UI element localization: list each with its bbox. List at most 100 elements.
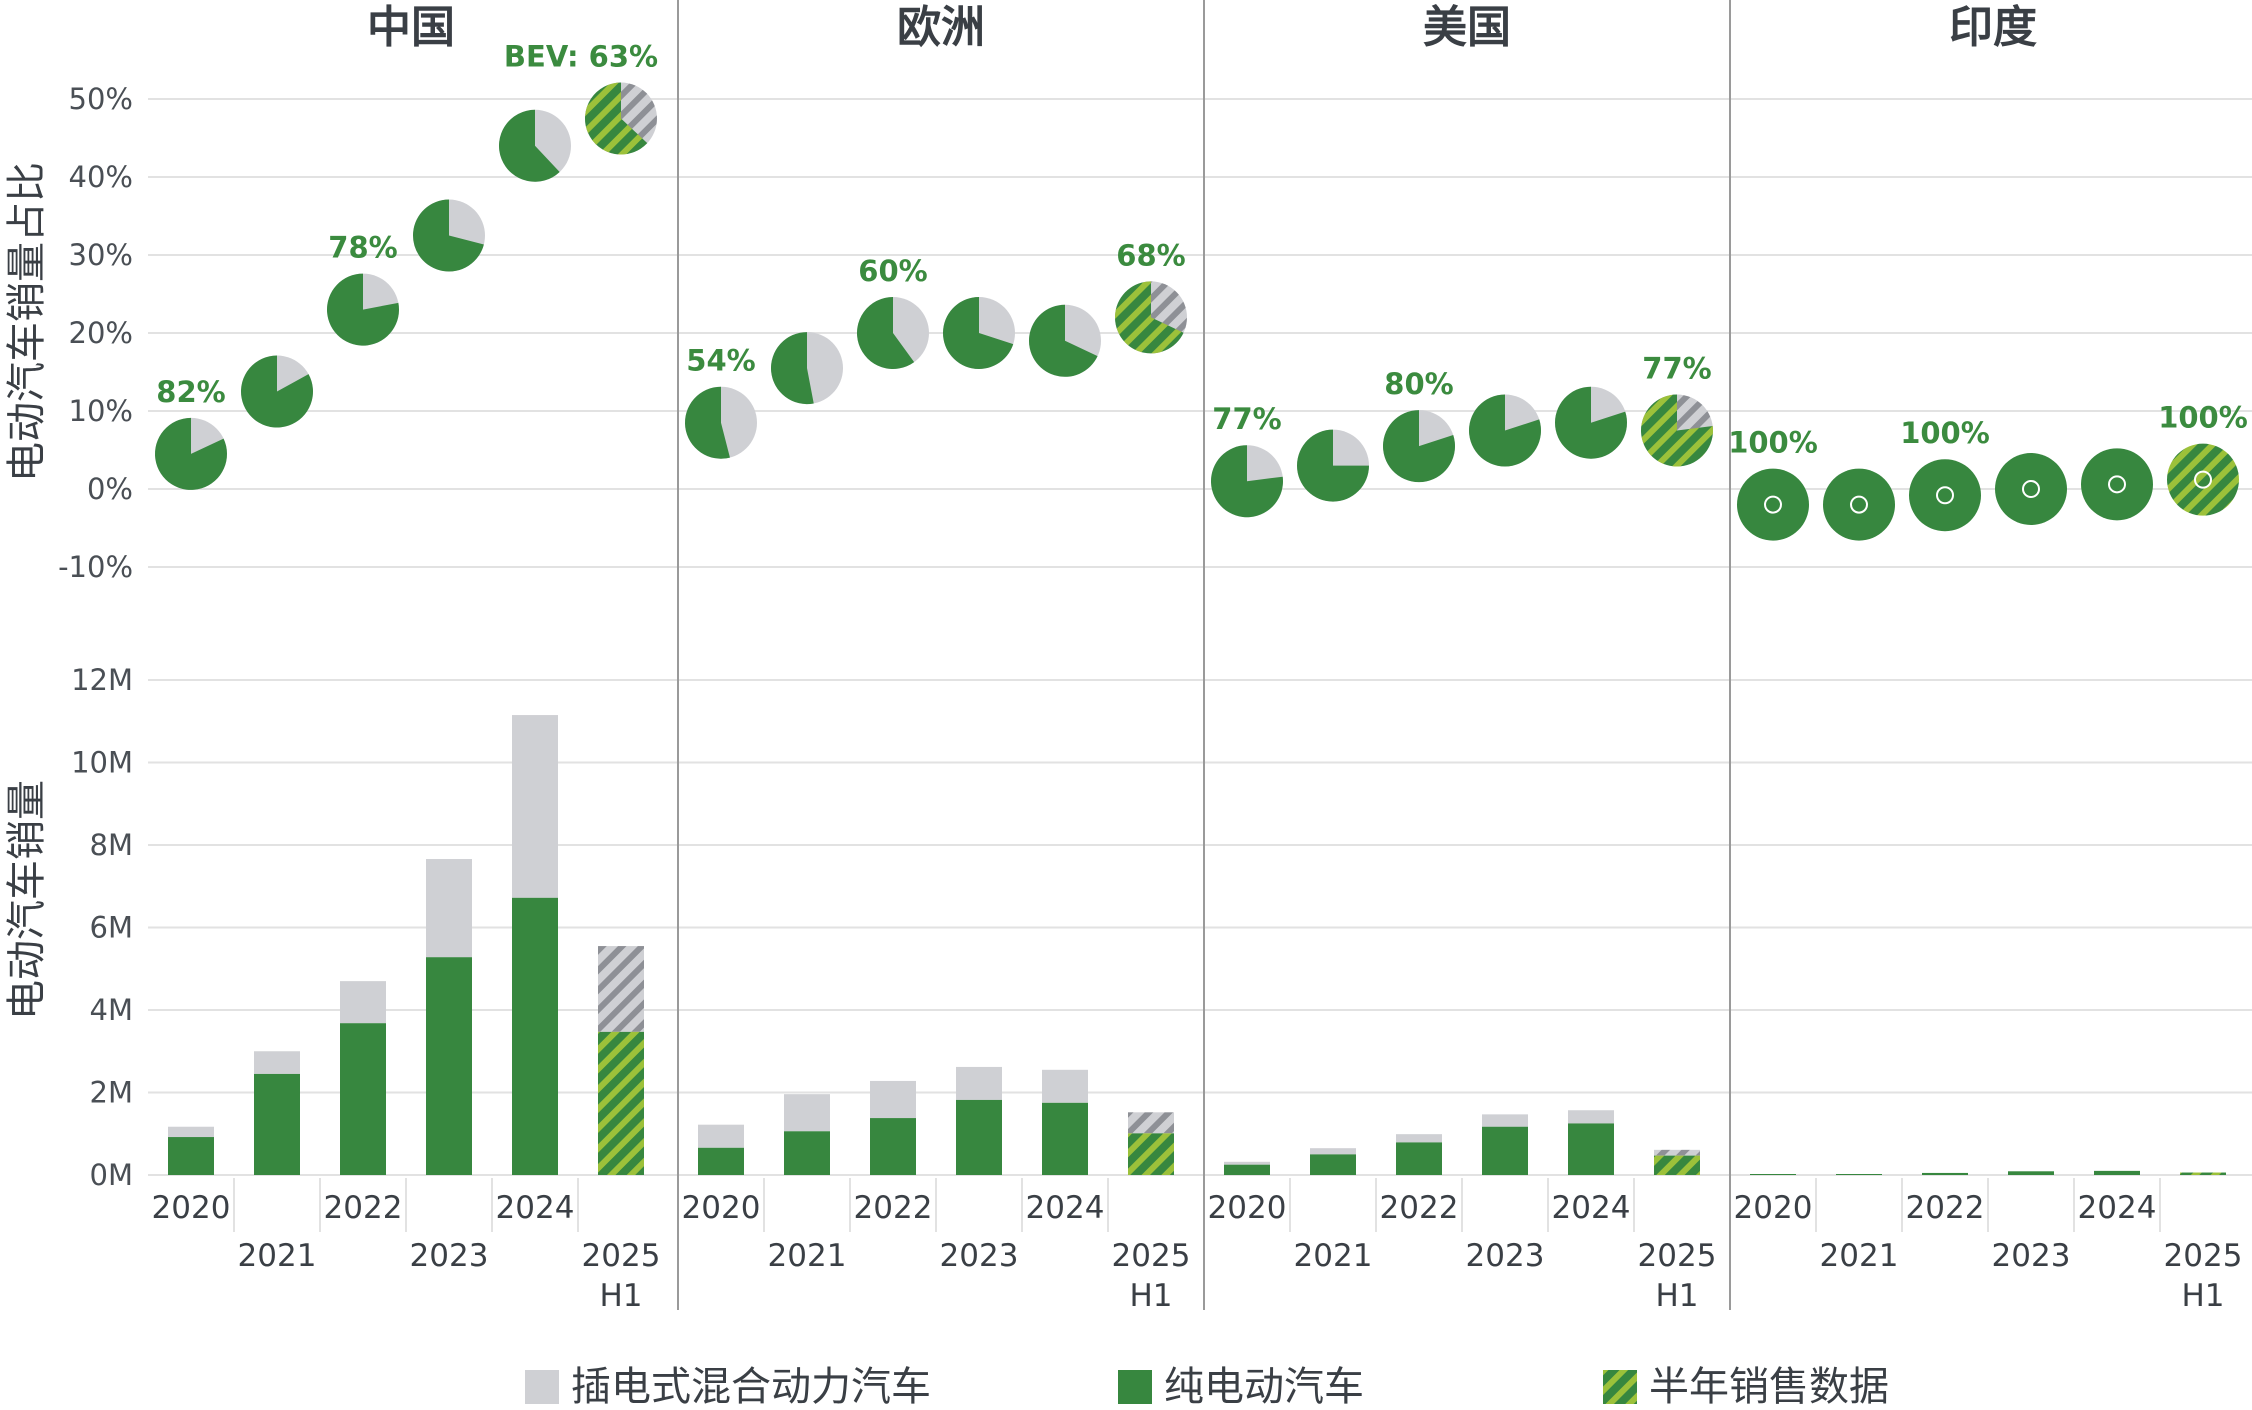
pie-bev-slice	[1029, 304, 1098, 377]
sales-tick-label: 2M	[90, 1076, 133, 1110]
pie-bev-slice	[413, 199, 484, 272]
x-tick-label-h1: H1	[1129, 1278, 1172, 1314]
bar-bev	[340, 1023, 386, 1175]
x-tick-label: 2025	[2164, 1238, 2243, 1274]
pie-bev-slice	[584, 82, 648, 155]
pie-bev-slice	[1823, 468, 1895, 541]
pie-center-mark	[2108, 475, 2126, 494]
pie-bev-slice	[1555, 386, 1627, 459]
bar-phev	[1310, 1148, 1356, 1155]
x-tick-label: 2021	[768, 1238, 847, 1274]
bar-bev	[1224, 1164, 1270, 1175]
x-tick-label: 2021	[238, 1238, 317, 1274]
region-title: 欧洲	[897, 2, 985, 53]
x-tick-label: 2023	[1992, 1238, 2071, 1274]
region-title: 中国	[367, 2, 455, 53]
bar-phev	[340, 981, 386, 1024]
legend-swatch-bev	[1118, 1370, 1152, 1404]
sales-tick-label: 8M	[90, 828, 133, 862]
bar-bev	[698, 1147, 744, 1175]
x-tick-label: 2025	[1112, 1238, 1191, 1274]
bar-phev	[698, 1124, 744, 1148]
x-tick-label: 2020	[1208, 1190, 1287, 1226]
pie-bev-slice	[1909, 459, 1981, 532]
x-tick-label: 2022	[1380, 1190, 1459, 1226]
pie-share-label: 77%	[1212, 402, 1281, 436]
bar-phev	[1654, 1149, 1700, 1156]
pie-bev-slice	[1737, 468, 1809, 541]
pie-bev-slice	[1297, 429, 1369, 502]
x-tick-label: 2022	[1906, 1190, 1985, 1226]
bar-phev	[1482, 1114, 1528, 1127]
sales-tick-label: 6M	[90, 911, 133, 945]
pie-bev-slice	[1383, 410, 1455, 483]
bar-phev	[956, 1066, 1002, 1100]
sales-tick-label: 10M	[71, 746, 133, 780]
pie-bev-slice	[155, 417, 227, 490]
legend-label-phev: 插电式混合动力汽车	[571, 1364, 931, 1410]
pie-share-label: 100%	[1728, 426, 1818, 460]
bar-bev	[598, 1031, 644, 1175]
bar-bev	[1396, 1142, 1442, 1175]
pie-center-mark	[1936, 486, 1954, 505]
legend: 插电式混合动力汽车 纯电动汽车 半年销售数据	[525, 1364, 1889, 1410]
x-tick-label-h1: H1	[599, 1278, 642, 1314]
x-tick-label: 2020	[1734, 1190, 1813, 1226]
bar-bev	[1568, 1123, 1614, 1175]
sales-tick-label: 12M	[71, 663, 133, 697]
share-tick-label: -10%	[58, 550, 133, 584]
bar-phev	[784, 1094, 830, 1132]
pie-share-label: BEV: 63%	[504, 40, 658, 74]
pie-center-mark	[2194, 470, 2212, 489]
bar-bev	[870, 1118, 916, 1175]
bar-bev	[1128, 1133, 1174, 1175]
pie-bev-slice	[1115, 281, 1184, 354]
x-tick-label: 2023	[1466, 1238, 1545, 1274]
pie-bev-slice	[771, 332, 814, 405]
bar-phev	[598, 946, 644, 1032]
x-tick-label: 2023	[940, 1238, 1019, 1274]
bar-bev	[2180, 1172, 2226, 1175]
pie-bev-slice	[2167, 443, 2239, 516]
bar-phev	[1128, 1112, 1174, 1134]
bar-bev	[426, 957, 472, 1175]
x-tick-label: 2022	[324, 1190, 403, 1226]
bar-phev	[1042, 1069, 1088, 1103]
pie-bev-slice	[1995, 453, 2067, 525]
y-axes: 50% 40% 30% 20% 10% 0% -10% 12M 10M 8M 6M 4M 2M 0M 电动汽…	[4, 82, 133, 1192]
pie-share-label: 77%	[1642, 352, 1711, 386]
share-axis-title: 电动汽车销量占比	[4, 162, 50, 482]
x-tick-label: 2024	[1552, 1190, 1631, 1226]
pie-bev-slice	[857, 297, 915, 369]
legend-swatch-phev	[525, 1370, 559, 1404]
sales-tick-label: 0M	[90, 1158, 133, 1192]
region-title: 印度	[1949, 2, 2037, 53]
bar-bev	[1750, 1174, 1796, 1175]
bar-bev	[1482, 1126, 1528, 1175]
bar-phev	[512, 715, 558, 898]
x-tick-label: 2024	[1026, 1190, 1105, 1226]
x-tick-label: 2024	[496, 1190, 575, 1226]
bar-bev	[2094, 1170, 2140, 1175]
pie-bev-slice	[684, 386, 730, 459]
x-tick-label-h1: H1	[2181, 1278, 2224, 1314]
pie-share-label: 80%	[1384, 367, 1453, 401]
share-tick-label: 50%	[69, 82, 133, 116]
pie-share-label: 60%	[858, 254, 927, 288]
pie-share-label: 68%	[1116, 238, 1185, 272]
region-title: 美国	[1423, 2, 1511, 53]
share-tick-label: 10%	[69, 394, 133, 428]
bar-bev	[2008, 1171, 2054, 1175]
x-tick-label: 2025	[1638, 1238, 1717, 1274]
grid-lines	[148, 0, 2252, 1310]
pie-share-label: 100%	[1900, 416, 1990, 450]
pie-share-label: 100%	[2158, 401, 2248, 435]
bar-bev	[512, 897, 558, 1175]
pie-bev-slice	[2081, 448, 2153, 521]
x-tick-label: 2025	[582, 1238, 661, 1274]
x-tick-label: 2020	[152, 1190, 231, 1226]
x-tick-label: 2021	[1820, 1238, 1899, 1274]
